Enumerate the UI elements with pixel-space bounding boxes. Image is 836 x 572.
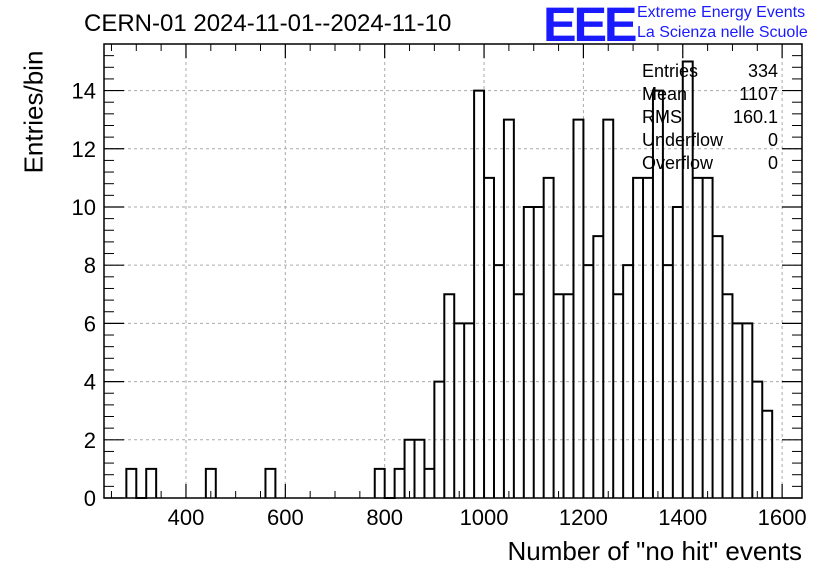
y-tick-label: 2	[84, 428, 96, 453]
chart-title: CERN-01 2024-11-01--2024-11-10	[84, 10, 452, 37]
histogram-bin	[633, 178, 643, 498]
stats-box: Entries 334 Mean 1107 RMS 160.1 Underflow 0 …	[642, 60, 778, 175]
x-tick-label: 800	[366, 505, 403, 530]
y-tick-label: 10	[72, 195, 96, 220]
histogram-bin	[742, 323, 752, 498]
y-tick-label: 0	[84, 486, 96, 511]
histogram-bin	[414, 440, 424, 498]
histogram-bin	[395, 469, 405, 498]
histogram-bin	[603, 120, 613, 498]
histogram-bin	[534, 207, 544, 498]
histogram-bin	[673, 207, 683, 498]
histogram-bin	[464, 323, 474, 498]
logo-line-1: Extreme Energy Events	[637, 4, 806, 21]
histogram-bin	[484, 178, 494, 498]
stats-row-rms: RMS 160.1	[642, 106, 778, 129]
histogram-bin	[703, 178, 713, 498]
histogram-bin	[713, 236, 723, 498]
histogram-bin	[424, 469, 434, 498]
histogram-bin	[564, 294, 574, 498]
histogram-bin	[146, 469, 156, 498]
logo-line-2: La Scienza nelle Scuole	[637, 24, 808, 41]
stats-label: RMS	[642, 107, 682, 127]
y-tick-label: 12	[72, 137, 96, 162]
stats-value: 0	[767, 130, 778, 150]
eee-logo-text: Extreme Energy Events La Scienza nelle S…	[637, 3, 808, 43]
x-tick-label: 400	[168, 505, 205, 530]
stats-row-underflow: Underflow 0	[642, 129, 778, 152]
histogram-bin	[126, 469, 136, 498]
x-tick-label: 1000	[460, 505, 509, 530]
histogram-bin	[265, 469, 275, 498]
x-axis-label: Number of "no hit" events	[507, 536, 803, 566]
histogram-bin	[504, 120, 514, 498]
histogram-bin	[613, 294, 623, 498]
x-tick-label: 1200	[559, 505, 608, 530]
stats-value: 160.1	[732, 107, 778, 127]
histogram-bin	[732, 323, 742, 498]
x-tick-label: 1400	[658, 505, 707, 530]
stats-value: 1107	[739, 84, 778, 104]
eee-logo: EEE	[543, 0, 638, 52]
histogram-bin	[524, 207, 534, 498]
axis-ticks	[104, 44, 802, 499]
y-tick-label: 4	[84, 370, 96, 395]
y-tick-label: 6	[84, 311, 96, 336]
y-tick-label: 8	[84, 253, 96, 278]
histogram-bin	[444, 294, 454, 498]
histogram-bin	[573, 120, 583, 498]
stats-label: Mean	[642, 84, 688, 104]
stats-value: 334	[747, 61, 778, 81]
stats-row-overflow: Overflow 0	[642, 152, 778, 175]
histogram-bin	[454, 323, 464, 498]
stats-label: Overflow	[642, 153, 714, 173]
histogram-bin	[593, 236, 603, 498]
histogram-bin	[554, 294, 564, 498]
histogram-bin	[762, 411, 772, 498]
histogram-bin	[375, 469, 385, 498]
stats-row-entries: Entries 334	[642, 60, 778, 83]
stats-label: Underflow	[642, 130, 724, 150]
histogram-bin	[643, 178, 653, 498]
x-tick-label: 600	[267, 505, 304, 530]
x-tick-label: 1600	[758, 505, 807, 530]
histogram-bin	[405, 440, 415, 498]
plot-frame	[103, 43, 803, 499]
stats-value: 0	[767, 153, 778, 173]
histogram-bin	[544, 178, 554, 498]
histogram-bin	[723, 294, 733, 498]
y-tick-label: 14	[72, 79, 96, 104]
stats-label: Entries	[642, 61, 699, 81]
y-axis-label: Entries/bin	[18, 50, 49, 174]
stats-row-mean: Mean 1107	[642, 83, 778, 106]
histogram-bin	[514, 294, 524, 498]
axis-tick-labels: 400 600 800 1000 1200 1400 1600 0 2 4 6 8 10 12 14	[72, 79, 807, 530]
histogram-bin	[474, 91, 484, 498]
histogram-bin	[693, 178, 703, 498]
